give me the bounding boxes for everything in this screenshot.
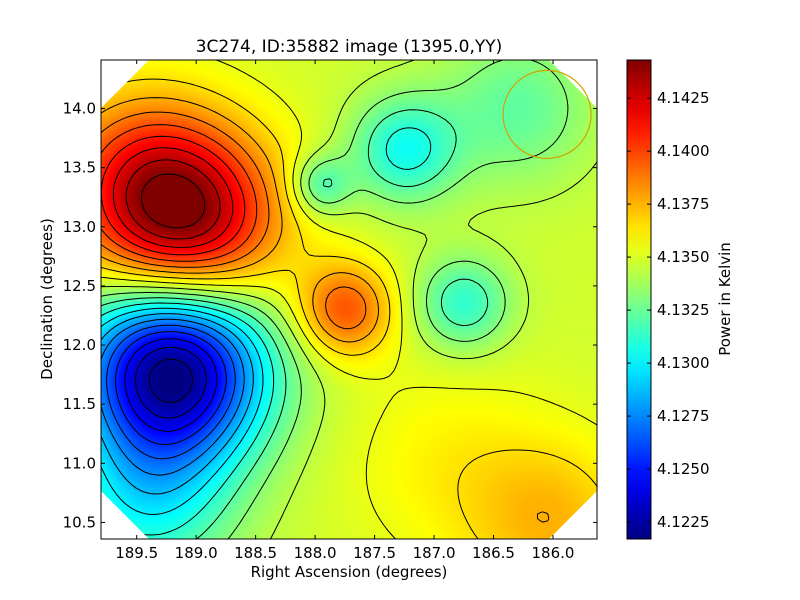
- colorbar-tick-label: 4.1350: [657, 248, 710, 266]
- heatmap: [101, 60, 597, 539]
- colorbar-tick-label: 4.1400: [657, 142, 710, 160]
- plot-frame: [100, 59, 598, 540]
- colorbar-tick-label: 4.1375: [657, 195, 710, 213]
- contour-level-3: [115, 331, 227, 445]
- colorbar-tick-label: 4.1325: [657, 301, 710, 319]
- contour-level-15: [101, 111, 367, 330]
- y-axis-label: Declination (degrees): [38, 218, 56, 380]
- contour-level-20: [140, 173, 206, 229]
- y-tick-label: 10.5: [63, 513, 96, 531]
- contour-level-19: [125, 159, 221, 240]
- contour-level-13: [101, 78, 597, 539]
- colorbar-tick-label: 4.1425: [657, 89, 710, 107]
- contour-level-11: [101, 60, 597, 539]
- x-tick-label: 189.0: [175, 544, 218, 562]
- chart-title: 3C274, ID:35882 image (1395.0,YY): [196, 37, 503, 57]
- y-tick-label: 11.0: [63, 454, 96, 472]
- colorbar-tick-label: 4.1275: [657, 407, 710, 425]
- contour-level-9: [101, 109, 489, 539]
- contour-level-14: [101, 97, 550, 523]
- contour-level-18: [112, 147, 234, 248]
- x-tick-label: 189.5: [115, 544, 158, 562]
- colorbar-frame: [626, 59, 652, 540]
- contour-level-2: [124, 338, 218, 432]
- colorbar-tick-label: 4.1225: [657, 513, 710, 531]
- colorbar-label: Power in Kelvin: [716, 242, 734, 356]
- contour-level-12: [101, 60, 597, 539]
- y-tick-label: 13.0: [63, 218, 96, 236]
- x-tick-label: 187.0: [413, 544, 456, 562]
- y-tick-label: 13.5: [63, 159, 96, 177]
- x-tick-label: 188.5: [234, 544, 277, 562]
- beam-circle: [502, 69, 592, 160]
- contour-level-10: [101, 60, 569, 539]
- contour-level-17: [101, 135, 246, 256]
- colorbar-tick-label: 4.1300: [657, 354, 710, 372]
- contour-level-0: [148, 358, 194, 403]
- y-tick-label: 12.5: [63, 277, 96, 295]
- x-tick-label: 187.5: [353, 544, 396, 562]
- colorbar-fill: [627, 60, 651, 539]
- colorbar: 4.1225 4.1250 4.1275 4.1300 4.1325 4.1350 4.13…: [626, 59, 710, 540]
- colorbar-tick-label: 4.1250: [657, 460, 710, 478]
- y-tick-label: 14.0: [63, 99, 96, 117]
- x-tick-label: 188.0: [294, 544, 337, 562]
- y-tick-label: 11.5: [63, 395, 96, 413]
- contour-level-4: [106, 324, 236, 460]
- x-tick-label: 186.0: [532, 544, 575, 562]
- contour-level-5: [101, 318, 245, 476]
- contour-lines: [101, 60, 597, 539]
- contour-level-1: [135, 346, 207, 419]
- contour-level-7: [101, 307, 264, 515]
- x-axis-label: Right Ascension (degrees): [251, 563, 448, 581]
- contour-level-16: [101, 124, 258, 262]
- y-tick-label: 12.0: [63, 336, 96, 354]
- x-tick-label: 186.5: [472, 544, 515, 562]
